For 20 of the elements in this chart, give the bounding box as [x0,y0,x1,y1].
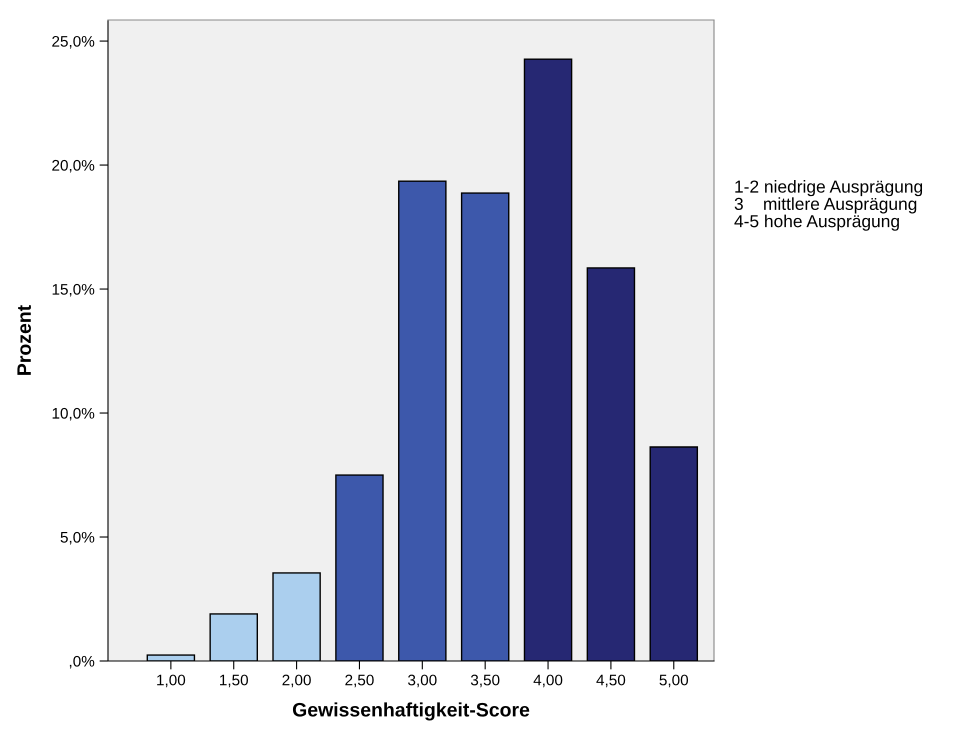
text: 1-2 niedrige Ausprägung [735,180,922,196]
y-tick-label: 25,0% [52,36,94,49]
x-tick-label: 3,50 [470,674,500,688]
y-tick-label: 10,0% [52,408,94,421]
y-tick-label: 5,0% [60,532,94,545]
x-tick-label: 3,00 [408,674,437,688]
y-tick-label: 20,0% [52,160,94,173]
x-axis-title: Gewissenhaftigkeit-Score [292,702,530,721]
y-axis-title: Prozent [17,305,31,375]
text: 3 mittlere Ausprägung [734,197,916,214]
text: 4-5 hohe Ausprägung [734,214,899,231]
x-tick-label: 1,50 [220,674,248,688]
x-tick-label: 2,00 [282,674,311,688]
x-tick-label: 5,00 [660,674,688,688]
x-tick-label: 4,50 [596,674,626,688]
y-tick-label: 15,0% [52,284,94,297]
x-tick-label: 1,00 [157,674,186,688]
x-tick-label: 4,00 [534,674,562,688]
x-tick-label: 2,50 [345,674,374,688]
y-tick-label: ,0% [70,656,94,668]
